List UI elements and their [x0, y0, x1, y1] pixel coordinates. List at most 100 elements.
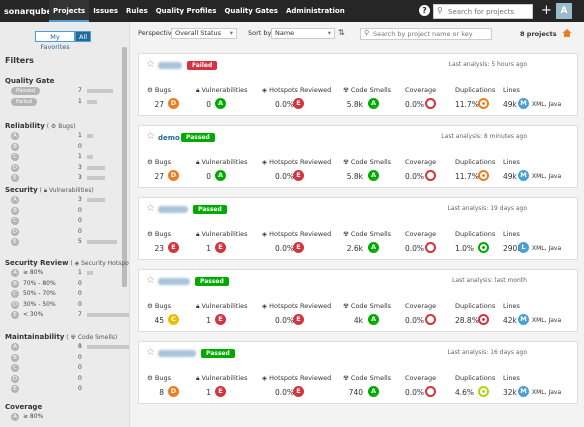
star-icon[interactable]: ☆: [146, 203, 155, 214]
my-favorites-button[interactable]: My Favorites: [35, 31, 75, 51]
project-search-box[interactable]: ⚲: [360, 28, 492, 40]
coverage-value[interactable]: 0.0%: [405, 316, 425, 325]
project-name[interactable]: [158, 62, 182, 69]
project-name[interactable]: [158, 278, 190, 285]
perspective-select[interactable]: Overall Status ▾: [171, 28, 237, 39]
vulnerabilities-rating[interactable]: E: [215, 242, 226, 253]
project-name[interactable]: [158, 350, 196, 357]
home-icon[interactable]: [562, 28, 572, 38]
code-smells-rating[interactable]: A: [368, 170, 379, 181]
sort-by-select[interactable]: Name ▾: [271, 28, 335, 39]
bugs-rating[interactable]: D: [168, 98, 179, 109]
lines-value[interactable]: 42k: [503, 316, 517, 325]
duplications-value[interactable]: 28.8%: [455, 316, 479, 325]
hotspots-value[interactable]: 0.0%: [275, 172, 295, 181]
lines-value[interactable]: 49k: [503, 100, 517, 109]
nav-quality-profiles[interactable]: Quality Profiles: [155, 7, 217, 15]
facet-option-quality-gate-0[interactable]: Passed 7: [11, 87, 121, 95]
coverage-value[interactable]: 0.0%: [405, 172, 425, 181]
bugs-rating[interactable]: D: [168, 386, 179, 397]
hotspots-value[interactable]: 0.0%: [275, 388, 295, 397]
facet-option-security-review-4[interactable]: E < 30% 7: [11, 311, 129, 319]
project-name[interactable]: demo: [158, 134, 180, 142]
vulnerabilities-rating[interactable]: E: [215, 314, 226, 325]
vulnerabilities-rating[interactable]: A: [215, 170, 226, 181]
hotspots-rating[interactable]: E: [293, 98, 304, 109]
coverage-value[interactable]: 0.0%: [405, 388, 425, 397]
vulnerabilities-value[interactable]: 0: [206, 100, 211, 109]
coverage-value[interactable]: 0.0%: [405, 100, 425, 109]
create-plus-button[interactable]: +: [541, 3, 552, 18]
bugs-rating[interactable]: C: [168, 314, 179, 325]
facet-option-security-review-0[interactable]: A ≥ 80% 1: [11, 269, 121, 277]
global-search-box[interactable]: ⚲: [433, 4, 533, 19]
star-icon[interactable]: ☆: [146, 347, 155, 358]
user-avatar[interactable]: A: [556, 3, 572, 19]
code-smells-rating[interactable]: A: [368, 98, 379, 109]
duplications-value[interactable]: 4.6%: [455, 388, 475, 397]
hotspots-rating[interactable]: E: [293, 242, 304, 253]
vulnerabilities-rating[interactable]: E: [215, 386, 226, 397]
all-projects-button[interactable]: All: [75, 31, 91, 42]
duplications-value[interactable]: 11.7%: [455, 172, 479, 181]
nav-administration[interactable]: Administration: [285, 7, 345, 15]
duplications-value[interactable]: 1.0%: [455, 244, 475, 253]
duplications-value[interactable]: 11.7%: [455, 100, 479, 109]
sort-direction-icon[interactable]: ⇅: [338, 28, 345, 37]
project-name[interactable]: [158, 206, 188, 213]
bugs-value[interactable]: 8: [159, 388, 164, 397]
bugs-value[interactable]: 23: [154, 244, 164, 253]
star-icon[interactable]: ☆: [146, 131, 155, 142]
bugs-value[interactable]: 27: [154, 172, 164, 181]
project-search-input[interactable]: [373, 29, 489, 39]
vulnerabilities-rating[interactable]: A: [215, 98, 226, 109]
facet-option-security-review-2[interactable]: C 50% - 70% 0: [11, 290, 121, 298]
bugs-value[interactable]: 27: [154, 100, 164, 109]
facet-option-security-review-3[interactable]: D 30% - 50% 0: [11, 300, 121, 309]
code-smells-rating[interactable]: A: [368, 386, 379, 397]
vulnerabilities-value[interactable]: 0: [206, 172, 211, 181]
nav-projects[interactable]: Projects: [49, 0, 90, 22]
global-search-input[interactable]: [448, 5, 532, 18]
code-smells-value[interactable]: 5.8k: [346, 172, 363, 181]
code-smells-value[interactable]: 4k: [353, 316, 363, 325]
hotspots-value[interactable]: 0.0%: [275, 100, 295, 109]
facet-option-quality-gate-1[interactable]: Failed 1: [11, 97, 121, 106]
vulnerabilities-value[interactable]: 1: [206, 244, 211, 253]
code-smells-value[interactable]: 2.6k: [346, 244, 363, 253]
sidebar-scrollbar[interactable]: [122, 47, 127, 287]
hotspots-rating[interactable]: E: [293, 386, 304, 397]
hotspots-value[interactable]: 0.0%: [275, 316, 295, 325]
nav-rules[interactable]: Rules: [126, 7, 148, 15]
nav-issues[interactable]: Issues: [93, 7, 119, 15]
lines-value[interactable]: 49k: [503, 172, 517, 181]
hotspots-rating[interactable]: E: [293, 314, 304, 325]
vulnerabilities-value[interactable]: 1: [206, 316, 211, 325]
code-smells-value[interactable]: 740: [348, 388, 363, 397]
hotspots-value[interactable]: 0.0%: [275, 244, 295, 253]
bugs-rating[interactable]: E: [168, 242, 179, 253]
help-icon[interactable]: ?: [419, 5, 430, 16]
sonarqube-logo[interactable]: sonarqube: [4, 6, 52, 16]
vulnerabilities-value[interactable]: 1: [206, 388, 211, 397]
hotspots-rating[interactable]: E: [293, 170, 304, 181]
nav-quality-gates[interactable]: Quality Gates: [224, 7, 278, 15]
bugs-value[interactable]: 45: [154, 316, 164, 325]
lines-value[interactable]: 32k: [503, 388, 517, 397]
bugs-rating[interactable]: D: [168, 170, 179, 181]
code-smells-rating[interactable]: A: [368, 242, 379, 253]
facet-option-security-review-1[interactable]: B 70% - 80% 0: [11, 279, 121, 288]
